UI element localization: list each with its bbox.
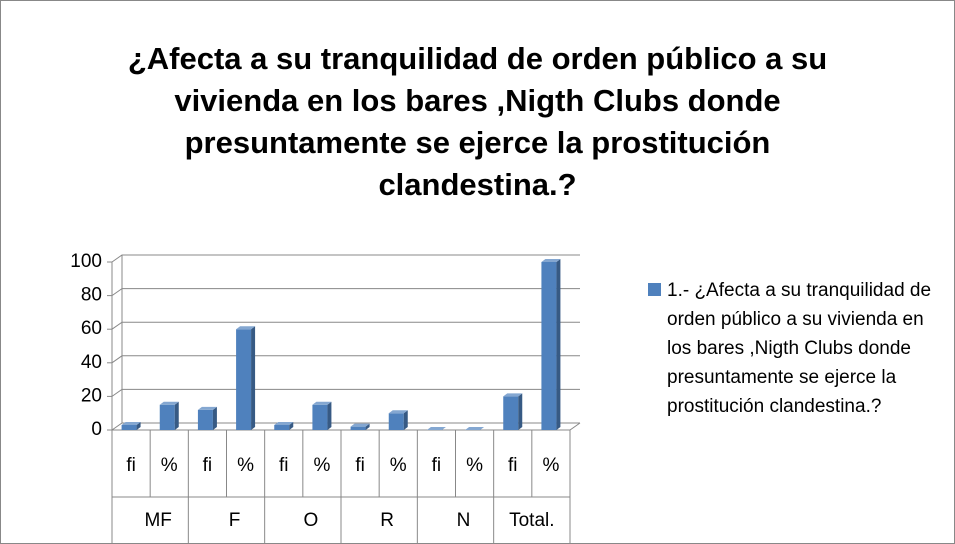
- x-tick-label: %: [313, 455, 330, 476]
- legend: 1.- ¿Afecta a su tranquilidad de orden p…: [648, 276, 938, 421]
- x-tick-label: fi: [126, 455, 136, 476]
- bar: [197, 406, 217, 430]
- x-tick-label: %: [161, 455, 178, 476]
- grid-line: [111, 254, 580, 263]
- bar-face: [426, 427, 446, 430]
- grid-line: [111, 422, 580, 431]
- bar-face: [274, 421, 294, 425]
- group-label: Total.: [509, 510, 554, 531]
- group-label: F: [229, 510, 241, 531]
- grid-line: [111, 321, 580, 330]
- bar: [121, 421, 141, 430]
- bar: [503, 393, 523, 430]
- x-tick-label: fi: [279, 455, 289, 476]
- bar-face: [403, 410, 408, 430]
- group-label: MF: [144, 510, 171, 531]
- bar: [236, 326, 256, 430]
- bar-face: [159, 401, 179, 405]
- bar-face: [327, 401, 332, 430]
- x-tick-label: %: [237, 455, 254, 476]
- bar-face: [465, 427, 485, 430]
- bar-face: [212, 406, 217, 430]
- y-tick-label: 0: [91, 419, 102, 440]
- bar-face: [136, 421, 141, 430]
- bar-face: [518, 393, 523, 430]
- bar: [274, 421, 294, 430]
- grid-line: [111, 355, 580, 364]
- bar: [350, 423, 370, 430]
- bar-face: [350, 426, 366, 430]
- bar: [312, 401, 332, 430]
- bar: [426, 427, 446, 430]
- bar-face: [350, 423, 370, 427]
- bar-face: [159, 404, 175, 430]
- bar-face: [236, 329, 252, 430]
- group-label: O: [303, 510, 318, 531]
- chart-title: ¿Afecta a su tranquilidad de orden públi…: [127, 41, 828, 202]
- bar: [388, 410, 408, 430]
- bar-face: [174, 401, 179, 430]
- y-tick-label: 20: [81, 385, 102, 406]
- bar-face: [556, 259, 561, 430]
- x-tick-label: %: [466, 455, 483, 476]
- legend-label: 1.- ¿Afecta a su tranquilidad de orden p…: [667, 280, 932, 417]
- bar: [541, 259, 561, 430]
- x-tick-label: %: [542, 455, 559, 476]
- bar-face: [197, 406, 217, 410]
- y-tick-label: 100: [70, 251, 102, 272]
- bar-face: [121, 424, 137, 430]
- bar-face: [503, 396, 519, 430]
- grid-line: [111, 388, 580, 397]
- x-tick-label: %: [390, 455, 407, 476]
- bar-face: [541, 259, 561, 262]
- bar-face: [274, 424, 290, 430]
- y-tick-label: 40: [81, 352, 102, 373]
- bar-face: [503, 393, 523, 397]
- bar: [159, 401, 179, 430]
- bar-face: [251, 326, 256, 430]
- x-tick-label: fi: [203, 455, 213, 476]
- bar-face: [121, 421, 141, 425]
- bar: [465, 427, 485, 430]
- bar-face: [197, 409, 213, 430]
- x-tick-label: fi: [508, 455, 518, 476]
- bar-face: [236, 326, 256, 330]
- group-label: R: [380, 510, 394, 531]
- bar-face: [289, 421, 294, 430]
- bar-face: [541, 262, 557, 430]
- legend-swatch: [648, 283, 661, 296]
- group-label: N: [457, 510, 471, 531]
- x-tick-label: fi: [355, 455, 365, 476]
- y-tick-label: 60: [81, 318, 102, 339]
- bar-face: [388, 410, 408, 414]
- x-tick-label: fi: [432, 455, 442, 476]
- bar-face: [312, 404, 328, 430]
- bar-face: [365, 423, 370, 430]
- bar-face: [388, 413, 404, 430]
- grid-line: [111, 288, 580, 297]
- bar-face: [312, 401, 332, 405]
- y-tick-label: 80: [81, 285, 102, 306]
